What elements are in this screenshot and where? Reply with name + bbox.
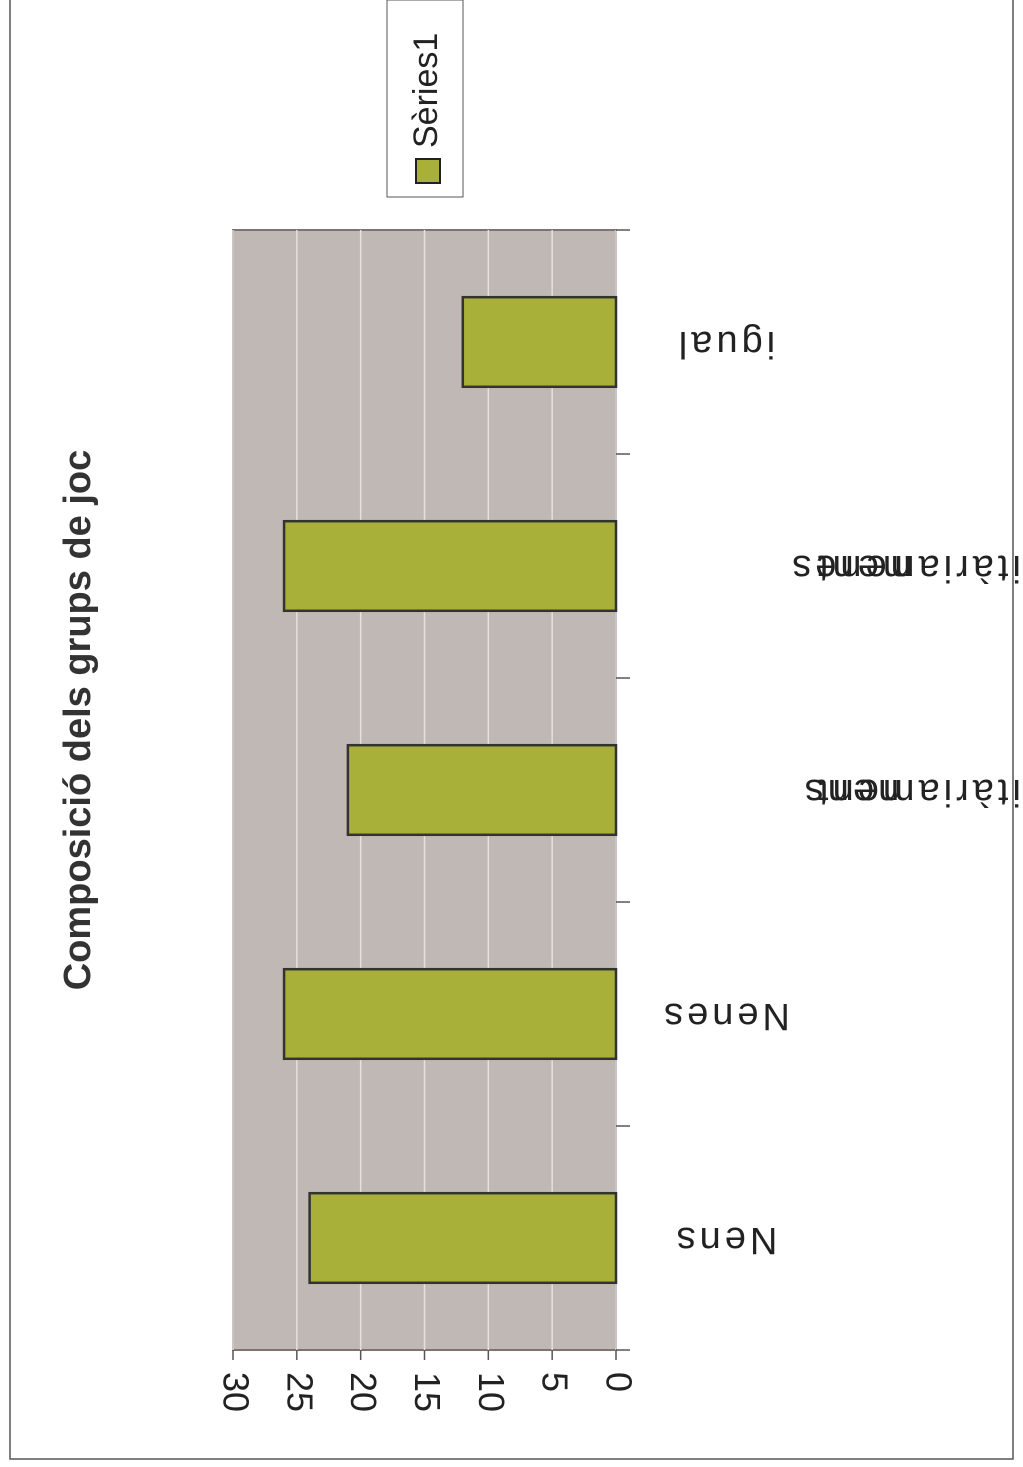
y-tick-label: 30 [215,1372,256,1412]
x-tick-label-line: igual [675,323,775,365]
y-tick-label: 10 [471,1372,512,1412]
x-tick-label-line: majoritàriament [814,547,1023,589]
legend-label: Sèries1 [407,33,445,148]
x-tick-label: majoritàriamentnenes [788,547,1023,589]
y-tick-label: 0 [598,1372,639,1392]
y-tick-label: 20 [343,1372,384,1412]
x-tick-label-line: Nens [673,1219,778,1261]
x-tick-label: majoritàriamentnens [801,771,1023,813]
x-tick-label-line: nenes [788,547,912,589]
bar [346,743,618,837]
x-tick-label-line: majoritàriament [814,771,1023,813]
legend-swatch [415,158,441,184]
bar [282,519,618,613]
x-tick-label: Nenes [660,995,790,1037]
x-tick-label: igual [675,323,775,365]
bar [282,967,618,1061]
bar [308,1191,618,1285]
bar [461,295,618,389]
y-tick-label: 25 [279,1372,320,1412]
chart-title: Composició dels grups de joc [57,450,99,991]
y-tick-label: 5 [535,1372,576,1392]
y-tick-label: 15 [407,1372,448,1412]
x-tick-label-line: nens [801,771,899,813]
x-tick-label-line: Nenes [660,995,790,1037]
x-tick-label: Nens [673,1219,778,1261]
